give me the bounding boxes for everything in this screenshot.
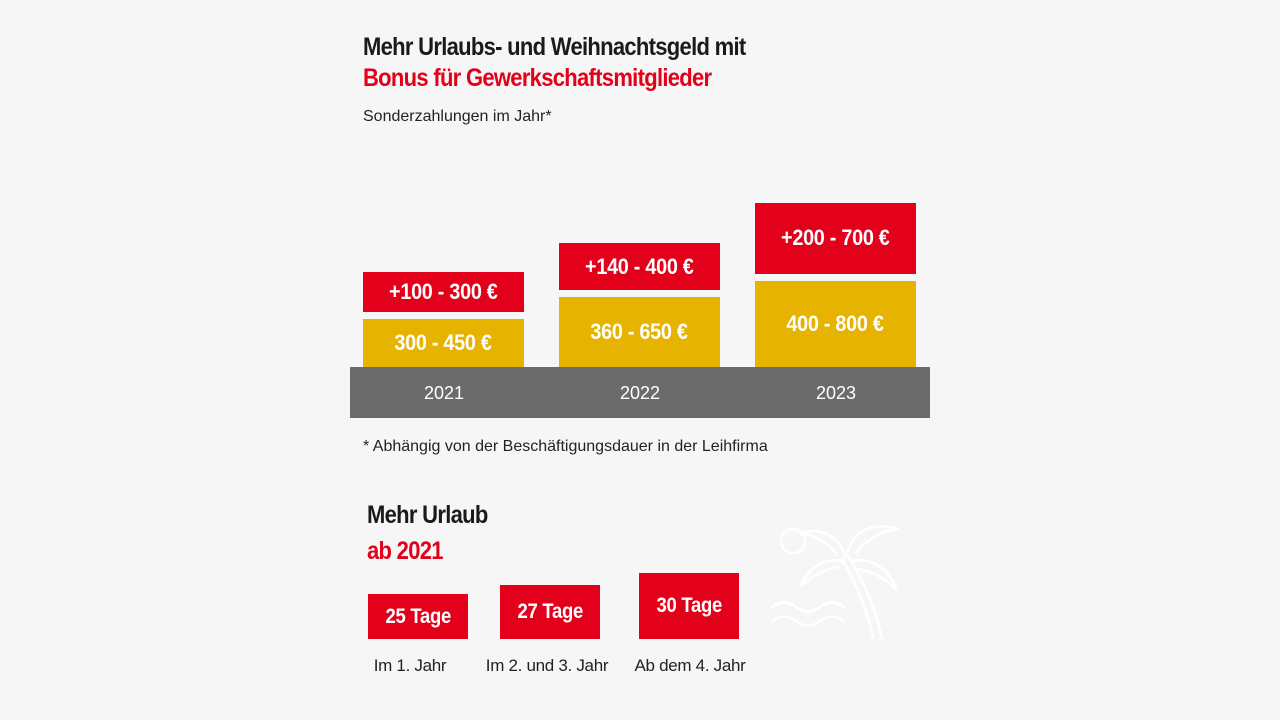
leave-days-value: 27 Tage xyxy=(517,600,583,623)
leave-days-box: 27 Tage xyxy=(500,585,600,639)
bar-base-label: 300 - 450 € xyxy=(394,329,493,355)
leave-days-box: 25 Tage xyxy=(368,594,468,639)
chart-title-line-1: Mehr Urlaubs- und Weihnachtsgeld mit xyxy=(363,33,746,61)
leave-days-box: 30 Tage xyxy=(639,573,739,639)
leave-title-line-2: ab 2021 xyxy=(367,537,444,565)
bar-bonus-label: +100 - 300 € xyxy=(389,279,498,305)
bar-base-label: 400 - 800 € xyxy=(786,311,885,336)
bar-base-2021: 300 - 450 € xyxy=(363,318,524,367)
bar-base-label: 360 - 650 € xyxy=(590,319,689,345)
leave-period-label: Im 1. Jahr xyxy=(373,656,447,675)
bar-bonus-2022: +140 - 400 € xyxy=(559,242,720,291)
bar-bonus-2023: +200 - 700 € xyxy=(755,202,916,274)
bar-bonus-label: +200 - 700 € xyxy=(781,225,890,251)
footnote: * Abhängig von der Beschäftigungsdauer i… xyxy=(363,438,768,455)
x-tick-label: 2023 xyxy=(815,383,857,403)
bar-base-2023: 400 - 800 € xyxy=(755,281,916,367)
chart-subtitle: Sonderzahlungen im Jahr* xyxy=(363,108,552,125)
leave-period-label: Im 2. und 3. Jahr xyxy=(485,656,609,675)
bar-base-2022: 360 - 650 € xyxy=(559,297,720,367)
x-axis-band xyxy=(350,367,930,418)
x-tick-label: 2022 xyxy=(619,383,661,403)
bar-bonus-label: +140 - 400 € xyxy=(585,253,694,279)
palm-beach-icon xyxy=(770,524,900,640)
leave-period-label: Ab dem 4. Jahr xyxy=(634,656,746,675)
chart-title-line-2: Bonus für Gewerkschaftsmitglieder xyxy=(363,64,712,92)
leave-days-value: 30 Tage xyxy=(656,594,722,617)
leave-title-line-1: Mehr Urlaub xyxy=(367,501,488,529)
leave-days-value: 25 Tage xyxy=(385,604,451,628)
bar-bonus-2021: +100 - 300 € xyxy=(363,272,524,312)
x-tick-label: 2021 xyxy=(423,383,465,403)
